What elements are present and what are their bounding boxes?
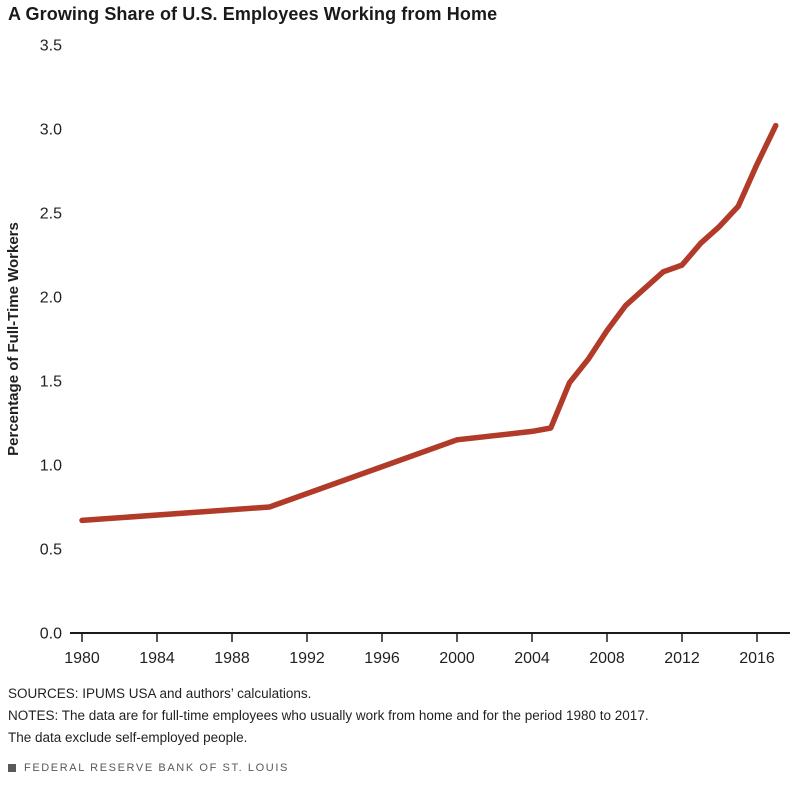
y-tick-label: 3.0 [40, 122, 62, 139]
y-tick-label: 2.5 [40, 206, 62, 223]
line-chart: 1980 1984 1988 1992 1996 2000 2004 2008 2012 2016… [5, 38, 790, 667]
y-tick-label: 3.5 [40, 38, 62, 55]
x-tick-label: 2004 [514, 650, 550, 667]
x-tick-label: 2000 [439, 650, 475, 667]
notes-line-1: NOTES: The data are for full-time employ… [8, 708, 649, 723]
chart-title: A Growing Share of U.S. Employees Workin… [8, 4, 498, 24]
x-tick-label: 1988 [214, 650, 250, 667]
brand-footer: FEDERAL RESERVE BANK OF ST. LOUIS [8, 762, 289, 774]
x-tick-label: 2016 [739, 650, 775, 667]
sources-note: SOURCES: IPUMS USA and authors’ calculat… [8, 686, 312, 701]
y-tick-label: 1.0 [40, 458, 62, 475]
y-tick-label: 0.5 [40, 542, 62, 559]
brand-text: FEDERAL RESERVE BANK OF ST. LOUIS [24, 762, 289, 774]
y-axis-title: Percentage of Full-Time Workers [5, 222, 22, 456]
x-tick-label: 1992 [289, 650, 325, 667]
x-tick-label: 1980 [64, 650, 100, 667]
brand-square-icon [8, 764, 16, 772]
y-tick-label: 1.5 [40, 374, 62, 391]
y-tick-label: 0.0 [40, 626, 62, 643]
x-tick-label: 1996 [364, 650, 400, 667]
x-tick-label: 2008 [589, 650, 625, 667]
y-tick-label: 2.0 [40, 290, 62, 307]
notes-line-2: The data exclude self-employed people. [8, 730, 248, 745]
data-line-series [79, 122, 779, 524]
x-tick-label: 2012 [664, 650, 700, 667]
x-tick-label: 1984 [139, 650, 175, 667]
